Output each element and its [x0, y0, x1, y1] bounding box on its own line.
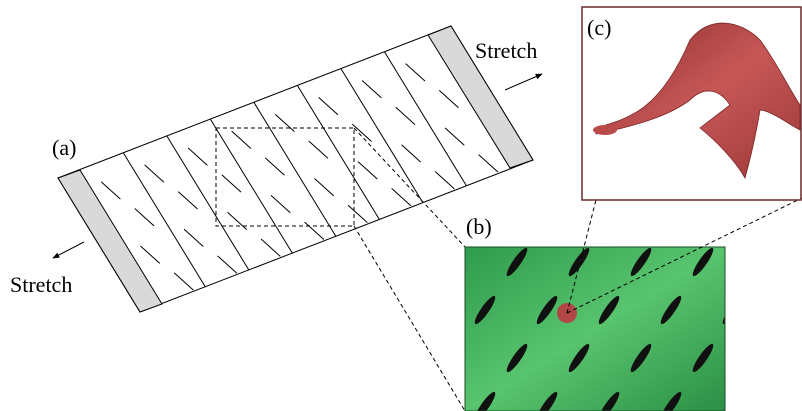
slit — [274, 113, 295, 132]
slit-hole — [630, 247, 652, 277]
slit-hole — [598, 391, 620, 411]
slit — [140, 245, 161, 264]
slit-hole — [506, 343, 528, 373]
slit-hole — [536, 391, 558, 411]
slit-hole — [692, 343, 714, 373]
slit — [304, 221, 325, 240]
panel-label: (b) — [466, 214, 492, 239]
slit — [391, 188, 412, 207]
slit-hole — [474, 295, 496, 325]
slit-hole — [660, 295, 682, 325]
slit — [183, 228, 204, 247]
slit-hole — [660, 391, 682, 411]
clamp-left — [57, 169, 163, 313]
slit — [227, 211, 248, 231]
zoom-line — [566, 199, 597, 314]
fold-line — [253, 102, 337, 237]
panel-label: (a) — [52, 135, 76, 160]
photo — [465, 247, 725, 411]
clamp-right — [427, 25, 534, 169]
slit — [231, 130, 252, 149]
panel-label: (c) — [587, 15, 611, 40]
fold-line — [210, 119, 293, 254]
fold-line — [297, 85, 380, 220]
surface-edge — [593, 125, 617, 135]
slit — [351, 123, 372, 142]
slit-hole — [465, 343, 466, 373]
slit — [347, 204, 368, 224]
slit — [270, 195, 291, 214]
zoom-line — [353, 225, 466, 411]
fold-line — [340, 68, 424, 204]
slit — [395, 106, 416, 125]
slit — [177, 191, 198, 210]
zoom-box — [215, 127, 355, 227]
stretch-arrow — [504, 73, 543, 91]
slit — [444, 127, 465, 146]
slit — [217, 255, 238, 274]
zoom-line — [353, 127, 466, 248]
slit — [260, 238, 281, 257]
slit-hole — [692, 247, 714, 277]
slit — [361, 80, 382, 99]
stretch-arrow — [52, 241, 85, 259]
stretch-label: Stretch — [475, 38, 537, 63]
slit-hole — [465, 247, 466, 277]
slit — [434, 171, 455, 190]
slit — [187, 147, 208, 166]
stretch-label: Stretch — [10, 272, 72, 297]
fold-line — [123, 152, 206, 288]
zoom-line — [566, 197, 802, 314]
slit — [318, 96, 339, 116]
slit — [100, 181, 121, 200]
slit — [478, 154, 499, 173]
slit — [314, 178, 335, 197]
fold-line — [384, 51, 467, 187]
fold-line — [166, 135, 250, 271]
slit — [173, 272, 194, 291]
slit-hole — [630, 343, 652, 373]
photo-frame — [464, 246, 726, 411]
slit — [401, 144, 422, 163]
slit — [438, 89, 459, 109]
slit-hole — [598, 295, 620, 325]
slit-hole — [568, 247, 590, 277]
slit-hole — [568, 343, 590, 373]
slit — [308, 140, 329, 159]
slit — [134, 208, 155, 227]
slit — [144, 164, 165, 183]
sheet — [57, 25, 534, 313]
slit — [405, 63, 426, 82]
slit-hole — [506, 247, 528, 277]
slit-hole — [474, 391, 496, 411]
surface — [595, 22, 801, 180]
slit — [264, 157, 285, 176]
slit — [221, 174, 242, 193]
slit-hole — [536, 295, 558, 325]
slit — [357, 161, 378, 180]
